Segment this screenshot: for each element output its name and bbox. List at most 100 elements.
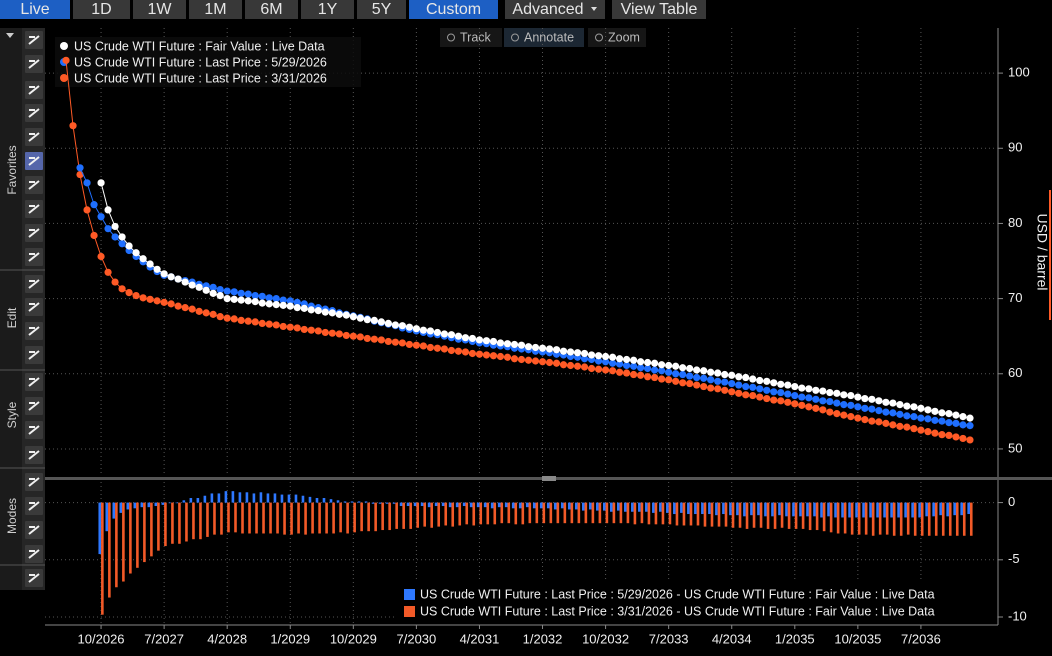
bar — [535, 502, 539, 524]
data-point — [924, 415, 932, 423]
toolbar-button[interactable] — [133, 0, 186, 19]
toolbar-button[interactable] — [0, 0, 70, 19]
bar — [507, 502, 511, 524]
data-point — [679, 370, 687, 379]
bar — [906, 502, 910, 535]
data-point — [742, 382, 750, 391]
bar — [395, 502, 398, 529]
chart-tool[interactable] — [588, 28, 646, 47]
tool-glyph — [28, 35, 40, 45]
bar — [787, 502, 791, 529]
bar — [946, 502, 949, 517]
side-panel-section: Style — [5, 401, 19, 428]
data-point — [742, 391, 750, 399]
bar — [808, 502, 812, 531]
data-point — [826, 408, 834, 416]
data-point — [665, 361, 673, 370]
toolbar-button[interactable] — [612, 0, 706, 19]
data-point — [209, 283, 217, 291]
data-point — [707, 376, 715, 384]
data-point — [966, 414, 974, 422]
bar — [269, 502, 272, 534]
bar — [918, 502, 921, 518]
toolbar-button[interactable] — [409, 0, 498, 19]
bar — [542, 502, 546, 524]
bar — [645, 502, 648, 512]
x-tick-label: 4/2034 — [712, 631, 752, 646]
data-point — [230, 315, 238, 323]
toolbar-button[interactable] — [505, 0, 605, 19]
data-point — [517, 355, 526, 364]
legend-swatch — [404, 589, 415, 600]
side-panel-section: Favorites — [5, 145, 19, 194]
bar — [715, 502, 718, 516]
y-tick-label: 100 — [1008, 65, 1030, 80]
chart-tool[interactable] — [440, 28, 502, 47]
legend-marker — [60, 42, 68, 50]
data-point — [209, 310, 217, 318]
toolbar-button[interactable] — [73, 0, 130, 19]
bar — [168, 502, 172, 504]
bar — [556, 502, 560, 524]
data-point — [265, 294, 273, 302]
bar — [878, 502, 882, 535]
data-point — [447, 346, 456, 355]
data-point — [244, 297, 252, 305]
x-tick-label: 10/2029 — [330, 631, 377, 646]
bar — [927, 502, 931, 536]
bar — [745, 502, 749, 529]
bar — [406, 502, 410, 507]
data-point — [349, 332, 357, 340]
chart-tool[interactable] — [504, 28, 584, 47]
bar — [283, 502, 286, 535]
data-point — [784, 381, 792, 389]
bar — [855, 502, 858, 518]
toolbar-button-label: 1Y — [318, 1, 338, 18]
data-point — [763, 394, 771, 403]
data-point — [833, 399, 841, 407]
data-point — [223, 314, 231, 322]
data-point — [356, 314, 364, 322]
data-point — [335, 310, 343, 318]
data-point — [118, 285, 126, 293]
toolbar-button[interactable] — [189, 0, 242, 19]
data-point — [594, 352, 603, 360]
data-point — [237, 289, 245, 297]
bar — [448, 502, 452, 508]
data-point — [917, 426, 925, 434]
data-point — [616, 360, 624, 368]
data-point — [608, 353, 617, 361]
bar — [591, 502, 595, 524]
data-point — [461, 334, 470, 342]
data-point — [293, 298, 301, 306]
data-point — [889, 421, 897, 429]
chart-tool-label: Zoom — [608, 30, 640, 44]
data-point — [608, 359, 617, 367]
bar — [462, 502, 466, 507]
data-point — [300, 304, 308, 312]
bar — [829, 502, 833, 533]
data-point — [545, 345, 554, 353]
bar — [430, 502, 434, 528]
data-point — [854, 414, 862, 422]
bar — [252, 493, 256, 503]
legend-background — [55, 37, 361, 87]
toolbar-button-label: 1W — [148, 1, 173, 18]
bar — [325, 502, 328, 534]
bar — [364, 501, 368, 503]
toolbar-button[interactable] — [301, 0, 354, 19]
data-point — [125, 242, 133, 250]
data-point — [482, 337, 491, 345]
data-point — [139, 294, 147, 302]
separator-handle[interactable] — [542, 476, 556, 481]
toolbar-button[interactable] — [245, 0, 298, 19]
y-tick-label: 80 — [1008, 215, 1022, 230]
tool-glyph — [28, 350, 40, 360]
data-point — [111, 278, 119, 286]
toolbar-button[interactable] — [357, 0, 406, 19]
bar — [150, 502, 153, 557]
panel-collapse-arrow[interactable] — [6, 33, 14, 38]
data-point — [97, 179, 105, 187]
data-point — [882, 408, 890, 416]
bar — [511, 502, 515, 509]
